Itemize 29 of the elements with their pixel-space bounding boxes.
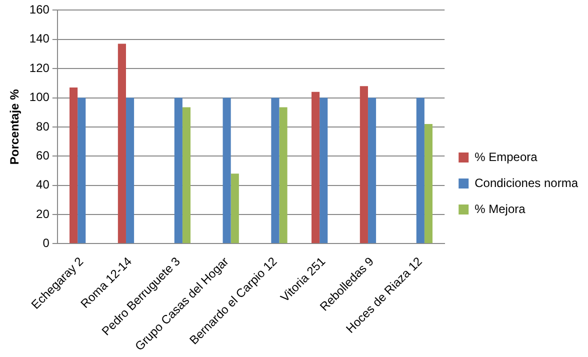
bar [424, 124, 433, 244]
bar [182, 107, 191, 244]
bar [78, 98, 86, 244]
y-tick-label: 20 [36, 206, 50, 221]
y-tick-label: 60 [36, 148, 50, 162]
bar [312, 92, 320, 244]
legend-label: % Empeora [474, 150, 538, 164]
y-tick-label: 160 [29, 2, 50, 17]
y-tick-label: 40 [36, 178, 50, 192]
bar [320, 98, 328, 244]
bar [279, 107, 288, 244]
legend-label: Condiciones norma [474, 176, 578, 190]
y-tick-label: 0 [42, 236, 50, 250]
bar [416, 98, 424, 244]
bar [222, 98, 231, 244]
bar [230, 174, 239, 244]
bar [174, 98, 182, 244]
y-tick-label: 100 [29, 90, 50, 104]
bar [368, 98, 376, 244]
bar [126, 98, 134, 244]
y-tick-label: 140 [29, 32, 50, 46]
legend-label: % Mejora [474, 202, 526, 216]
bar [271, 98, 280, 244]
y-tick-label: 80 [36, 119, 50, 134]
bar [118, 44, 126, 244]
bar [360, 86, 368, 244]
y-tick-label: 120 [29, 60, 50, 75]
y-axis-title: Porcentaje % [8, 88, 22, 165]
bar [70, 88, 78, 244]
